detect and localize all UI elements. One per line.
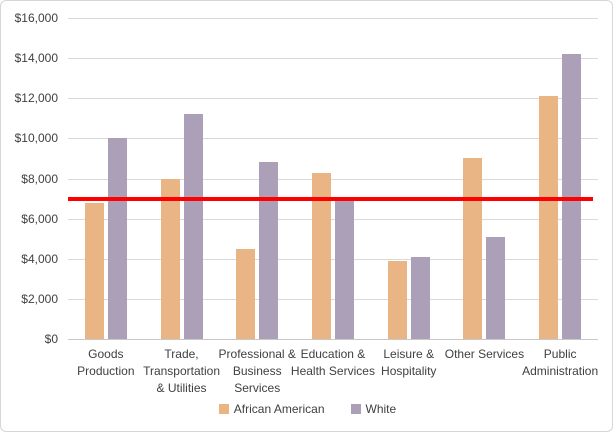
- gridline: [68, 138, 598, 140]
- x-axis-category-label: Other Services: [444, 347, 525, 361]
- bar-white: [410, 256, 430, 339]
- x-axis-category-label: Trade, Transportation & Utilities: [143, 347, 220, 395]
- legend-item-white: White: [350, 402, 397, 416]
- legend-label-white: White: [365, 402, 397, 416]
- bar-white: [183, 114, 203, 339]
- gridline: [68, 58, 598, 60]
- legend-label-african-american: African American: [233, 402, 325, 416]
- bar-african-american: [84, 202, 104, 339]
- x-axis-category-label: Education & Health Services: [290, 347, 375, 378]
- bar-white: [486, 236, 506, 339]
- y-axis-tick-label: $2,000: [21, 291, 58, 306]
- legend-swatch-african-american: [218, 404, 229, 414]
- gridline: [68, 298, 598, 300]
- gridline: [68, 258, 598, 260]
- gridline: [68, 18, 598, 19]
- reference-line: [68, 196, 593, 201]
- bar-african-american: [236, 248, 256, 339]
- bar-white: [562, 54, 582, 339]
- bar-african-american: [160, 178, 180, 339]
- legend-item-african-american: African American: [218, 402, 325, 416]
- y-axis-tick-label: $0: [44, 332, 58, 346]
- y-axis-tick-label: $14,000: [14, 51, 58, 66]
- y-axis-tick-label: $4,000: [21, 251, 58, 266]
- bar-african-american: [387, 260, 407, 339]
- x-axis-line: [68, 339, 598, 340]
- bar-white: [335, 200, 354, 339]
- bar-white: [107, 138, 127, 339]
- gridline: [68, 98, 598, 100]
- bar-white: [259, 162, 279, 339]
- y-axis-tick-label: $6,000: [21, 211, 58, 226]
- x-axis-category-label: Professional & Business Services: [218, 347, 296, 395]
- bar-african-american: [463, 158, 483, 339]
- y-axis-tick-label: $8,000: [21, 171, 58, 186]
- bar-african-american: [312, 172, 331, 339]
- y-axis-tick-label: $10,000: [14, 131, 58, 146]
- x-axis-category-label: Public Administration: [522, 347, 599, 378]
- gridline: [68, 218, 598, 220]
- legend: African American White: [1, 402, 612, 416]
- x-axis-category-label: Leisure & Hospitality: [381, 347, 437, 378]
- y-axis-tick-label: $12,000: [14, 91, 58, 106]
- gridline: [68, 178, 598, 180]
- x-axis-category-label: Goods Production: [77, 347, 135, 378]
- legend-swatch-white: [350, 404, 361, 414]
- y-axis-tick-label: $16,000: [14, 11, 58, 25]
- bar-african-american: [539, 96, 559, 339]
